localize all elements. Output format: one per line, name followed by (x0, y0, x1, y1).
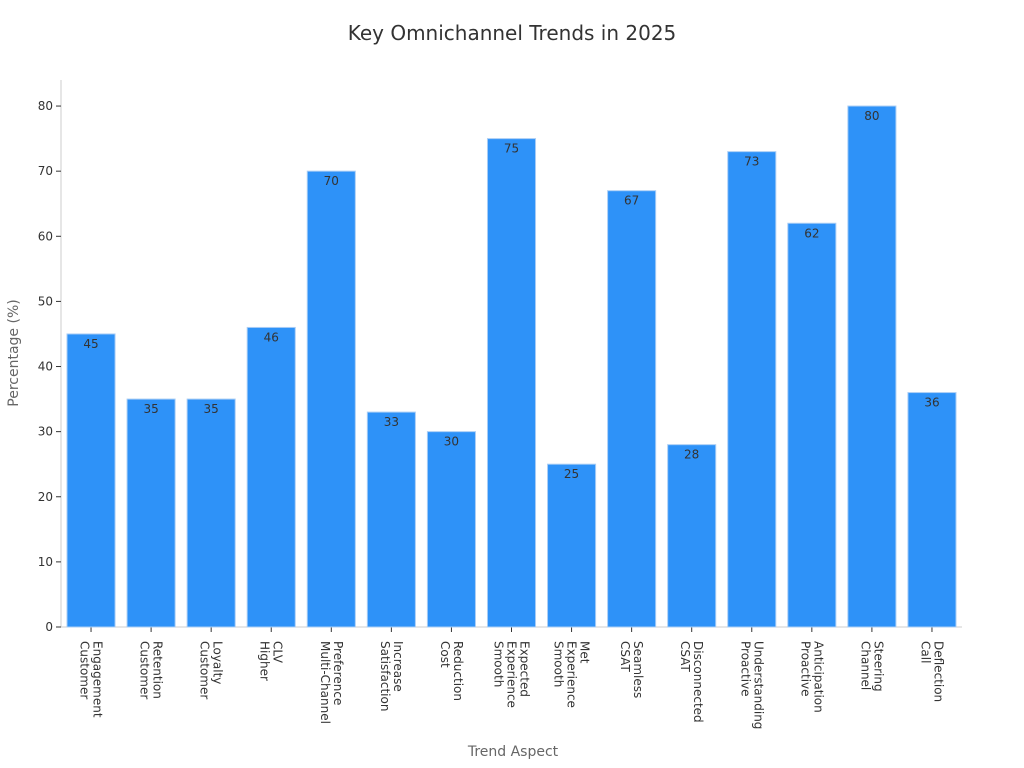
x-tick-label-line: Steering (871, 641, 885, 692)
y-tick-label: 80 (38, 99, 53, 113)
x-tick-label: Proactive Anticipation (798, 641, 825, 713)
x-tick-label: Multi-Channel Preference (318, 641, 345, 724)
x-tick-label-line: Cost (438, 641, 452, 668)
x-tick-label: CSAT Seamless (618, 641, 645, 698)
x-tick-label-line: CSAT (618, 641, 632, 672)
x-tick-label-line: Customer (198, 641, 212, 699)
x-tick-labels: Customer Engagement Customer Retention Custo… (78, 641, 946, 729)
x-tick-label: Smooth Experience Met (552, 641, 592, 708)
y-tick-label: 70 (38, 164, 53, 178)
data-labels: 45 35 35 46 70 33 30 75 25 67 28 73 62 80 36 (83, 109, 939, 481)
data-label: 30 (444, 435, 459, 449)
data-label: 70 (324, 174, 339, 188)
x-tick-label-line: CSAT (678, 641, 692, 672)
x-tick-label-line: Call (918, 641, 932, 663)
x-tick-label-line: CLV (271, 641, 285, 664)
bar (126, 398, 176, 628)
chart-title: Key Omnichannel Trends in 2025 (348, 21, 677, 45)
x-tick-label-line: Customer (78, 641, 92, 699)
x-tick-label-line: Experience (565, 641, 579, 708)
x-tick-label: Customer Engagement (78, 641, 105, 718)
x-tick-label-line: Reduction (451, 641, 465, 701)
x-tick-label-line: Increase (391, 641, 405, 692)
bar (787, 222, 837, 628)
x-tick-label-line: Engagement (91, 641, 105, 718)
data-label: 67 (624, 194, 639, 208)
x-tick-label-line: Higher (258, 641, 272, 681)
x-tick-label: Cost Reduction (438, 641, 465, 701)
x-tick-label-line: Multi-Channel (318, 641, 332, 724)
bar (306, 170, 356, 628)
x-tick-label-line: Loyalty (211, 641, 225, 684)
bar (667, 444, 717, 628)
x-tick-label-line: Smooth (492, 641, 506, 687)
bar (246, 326, 296, 628)
x-tick-label: Channel Steering (858, 641, 885, 692)
data-label: 28 (684, 448, 699, 462)
data-label: 62 (804, 226, 819, 240)
bar (366, 411, 416, 628)
x-tick-label: Customer Retention (138, 641, 165, 699)
x-tick-label: CSAT Disconnected (678, 641, 705, 723)
x-tick-label-line: Proactive (738, 641, 752, 697)
x-tick-label-line: Channel (858, 641, 872, 690)
x-tick-label-line: Experience (505, 641, 519, 708)
data-label: 35 (204, 402, 219, 416)
y-tick-label: 0 (45, 620, 53, 634)
x-tick-label-line: Anticipation (811, 641, 825, 713)
x-tick-label: Proactive Understanding (738, 641, 765, 729)
x-tick-label: Call Deflection (918, 641, 945, 702)
y-tick-label: 40 (38, 360, 53, 374)
x-tick-label-line: Customer (138, 641, 152, 699)
bar (727, 151, 777, 628)
x-tick-label: Customer Loyalty (198, 641, 225, 699)
x-tick-label: Higher CLV (258, 641, 285, 681)
x-tick-label-line: Understanding (751, 641, 765, 729)
bar (66, 333, 116, 628)
x-axis-label: Trend Aspect (467, 744, 559, 760)
y-axis-label: Percentage (%) (6, 299, 22, 406)
bar (847, 105, 897, 628)
bar (186, 398, 236, 628)
data-label: 33 (384, 415, 399, 429)
x-tick-label: Smooth Experience Expected (492, 641, 532, 708)
y-tick-label: 30 (38, 425, 53, 439)
bar (907, 392, 957, 628)
x-tick-label-line: Preference (331, 641, 345, 705)
x-axis (61, 626, 962, 632)
y-axis: 0 10 20 30 40 50 60 70 80 (38, 80, 62, 634)
data-label: 80 (864, 109, 879, 123)
y-tick-label: 10 (38, 555, 53, 569)
data-label: 25 (564, 467, 579, 481)
x-tick-label-line: Proactive (798, 641, 812, 697)
x-tick-label: Satisfaction Increase (378, 641, 405, 711)
data-label: 35 (143, 402, 158, 416)
x-tick-label-line: Met (578, 641, 592, 664)
x-tick-label-line: Retention (151, 641, 165, 699)
y-tick-label: 20 (38, 490, 53, 504)
x-tick-label-line: Deflection (931, 641, 945, 702)
data-label: 45 (83, 337, 98, 351)
bar (486, 138, 537, 628)
y-tick-label: 50 (38, 294, 53, 308)
bars (66, 105, 957, 628)
x-tick-label-line: Disconnected (691, 641, 705, 723)
data-label: 36 (924, 396, 939, 410)
x-tick-label-line: Smooth (552, 641, 566, 687)
bar (607, 190, 657, 628)
bar (547, 463, 597, 628)
bar (426, 431, 476, 628)
data-label: 46 (264, 330, 279, 344)
y-tick-label: 60 (38, 229, 53, 243)
data-label: 73 (744, 155, 759, 169)
x-tick-label-line: Seamless (631, 641, 645, 698)
data-label: 75 (504, 142, 519, 156)
x-tick-label-line: Expected (518, 641, 532, 697)
x-tick-label-line: Satisfaction (378, 641, 392, 711)
